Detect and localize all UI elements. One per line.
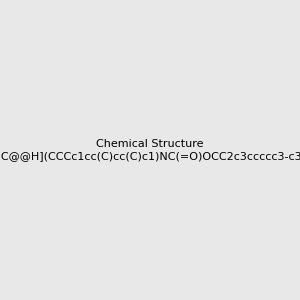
Text: Chemical Structure
OC(=O)[C@@H](CCCc1cc(C)cc(C)c1)NC(=O)OCC2c3ccccc3-c3ccccc32: Chemical Structure OC(=O)[C@@H](CCCc1cc(…: [0, 139, 300, 161]
